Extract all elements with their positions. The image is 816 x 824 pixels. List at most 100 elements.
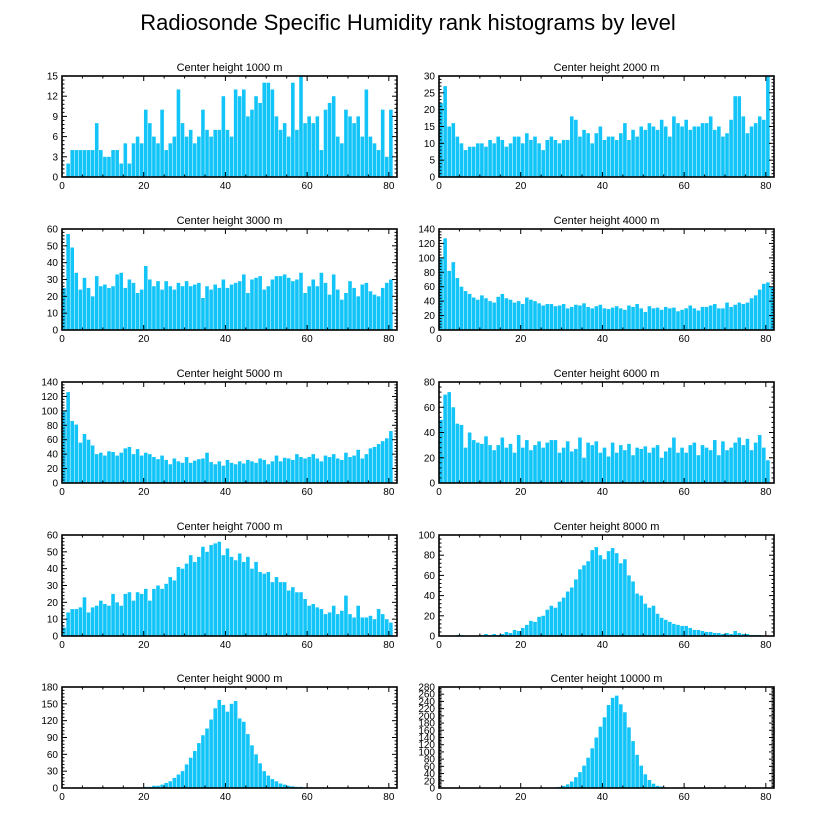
bar <box>201 458 205 483</box>
panel-title: Center height 3000 m <box>177 215 283 227</box>
plot-frame <box>61 75 398 178</box>
bar <box>708 305 713 330</box>
bar <box>663 451 668 483</box>
bar <box>606 551 611 636</box>
bar <box>250 461 254 483</box>
y-tick-label: 30 <box>424 72 436 83</box>
x-tick-label: 80 <box>383 487 395 498</box>
bar <box>192 143 197 177</box>
bar <box>143 588 148 636</box>
bar <box>376 296 381 330</box>
bar <box>282 274 287 330</box>
y-tick-label: 80 <box>424 268 436 279</box>
bar <box>323 282 328 330</box>
bar <box>103 284 107 330</box>
bar <box>533 301 537 330</box>
bar <box>356 116 360 177</box>
y-tick-label: 220 <box>418 704 435 715</box>
bar <box>246 116 250 177</box>
bar <box>574 579 578 636</box>
bar <box>451 407 456 483</box>
panel-1: Center height 1000 m 0 20 40 60 80 0 3 6 9 12 15 <box>47 62 398 192</box>
bar <box>537 143 541 177</box>
bar <box>176 774 181 788</box>
bar <box>512 302 517 330</box>
bar <box>557 143 562 177</box>
bar <box>594 306 599 330</box>
bar <box>229 136 234 177</box>
bar <box>184 764 189 788</box>
y-tick-label: 160 <box>418 726 435 737</box>
bar <box>635 136 639 177</box>
bar <box>749 126 754 177</box>
bar <box>586 757 590 788</box>
bar <box>496 136 501 177</box>
y-tick-label: 60 <box>424 282 436 293</box>
bar <box>541 150 545 177</box>
bar <box>761 119 766 177</box>
bar <box>733 630 737 636</box>
bar <box>152 286 156 330</box>
bar <box>115 455 119 483</box>
bar <box>176 566 181 636</box>
bar <box>590 143 594 177</box>
bar <box>127 446 132 483</box>
bar <box>66 163 70 177</box>
bar <box>745 438 750 483</box>
bar <box>229 462 234 483</box>
y-tick-label: 20 <box>424 105 436 116</box>
bar <box>384 619 389 636</box>
bar <box>233 282 238 330</box>
x-tick-label: 40 <box>220 181 232 192</box>
bar <box>156 785 160 788</box>
bar <box>463 291 468 330</box>
bar <box>389 279 393 330</box>
bar <box>647 123 652 177</box>
bar <box>233 560 238 636</box>
bar <box>148 454 152 483</box>
bar <box>360 136 365 177</box>
bar <box>168 143 173 177</box>
bar <box>537 303 541 330</box>
bar <box>368 136 373 177</box>
bar <box>217 461 222 483</box>
bar <box>372 619 377 636</box>
bar <box>598 726 603 788</box>
bar <box>282 457 287 483</box>
bar <box>447 392 452 483</box>
bar <box>700 630 705 636</box>
bar <box>254 277 258 330</box>
bar <box>217 699 222 788</box>
bar <box>360 284 365 330</box>
bar <box>504 146 509 177</box>
bar <box>635 447 639 483</box>
bar <box>471 440 476 483</box>
bar <box>582 457 586 483</box>
bar <box>619 445 623 483</box>
bar <box>676 123 680 177</box>
bars <box>439 238 774 330</box>
bar <box>291 786 295 788</box>
bar <box>574 448 578 483</box>
bar <box>525 297 529 330</box>
panel-9: Center height 9000 m 0 20 40 60 80 0 30 60 90 120 1… <box>41 673 398 803</box>
bar <box>647 607 652 636</box>
bar <box>135 449 140 483</box>
bar <box>688 627 693 636</box>
bar <box>668 447 672 483</box>
bar <box>340 610 344 636</box>
ticks: 0 20 40 60 80 0 30 60 90 120 150 180 <box>41 683 397 803</box>
bar <box>82 597 87 636</box>
bar <box>237 718 242 788</box>
bar <box>712 632 717 636</box>
bar <box>286 785 291 788</box>
bar <box>372 143 377 177</box>
bar <box>631 129 635 177</box>
bar <box>500 437 505 483</box>
bar <box>270 582 275 636</box>
bar <box>180 771 185 788</box>
bar <box>484 436 488 483</box>
bar <box>139 289 144 330</box>
x-tick-label: 40 <box>220 487 232 498</box>
bar <box>123 593 128 636</box>
